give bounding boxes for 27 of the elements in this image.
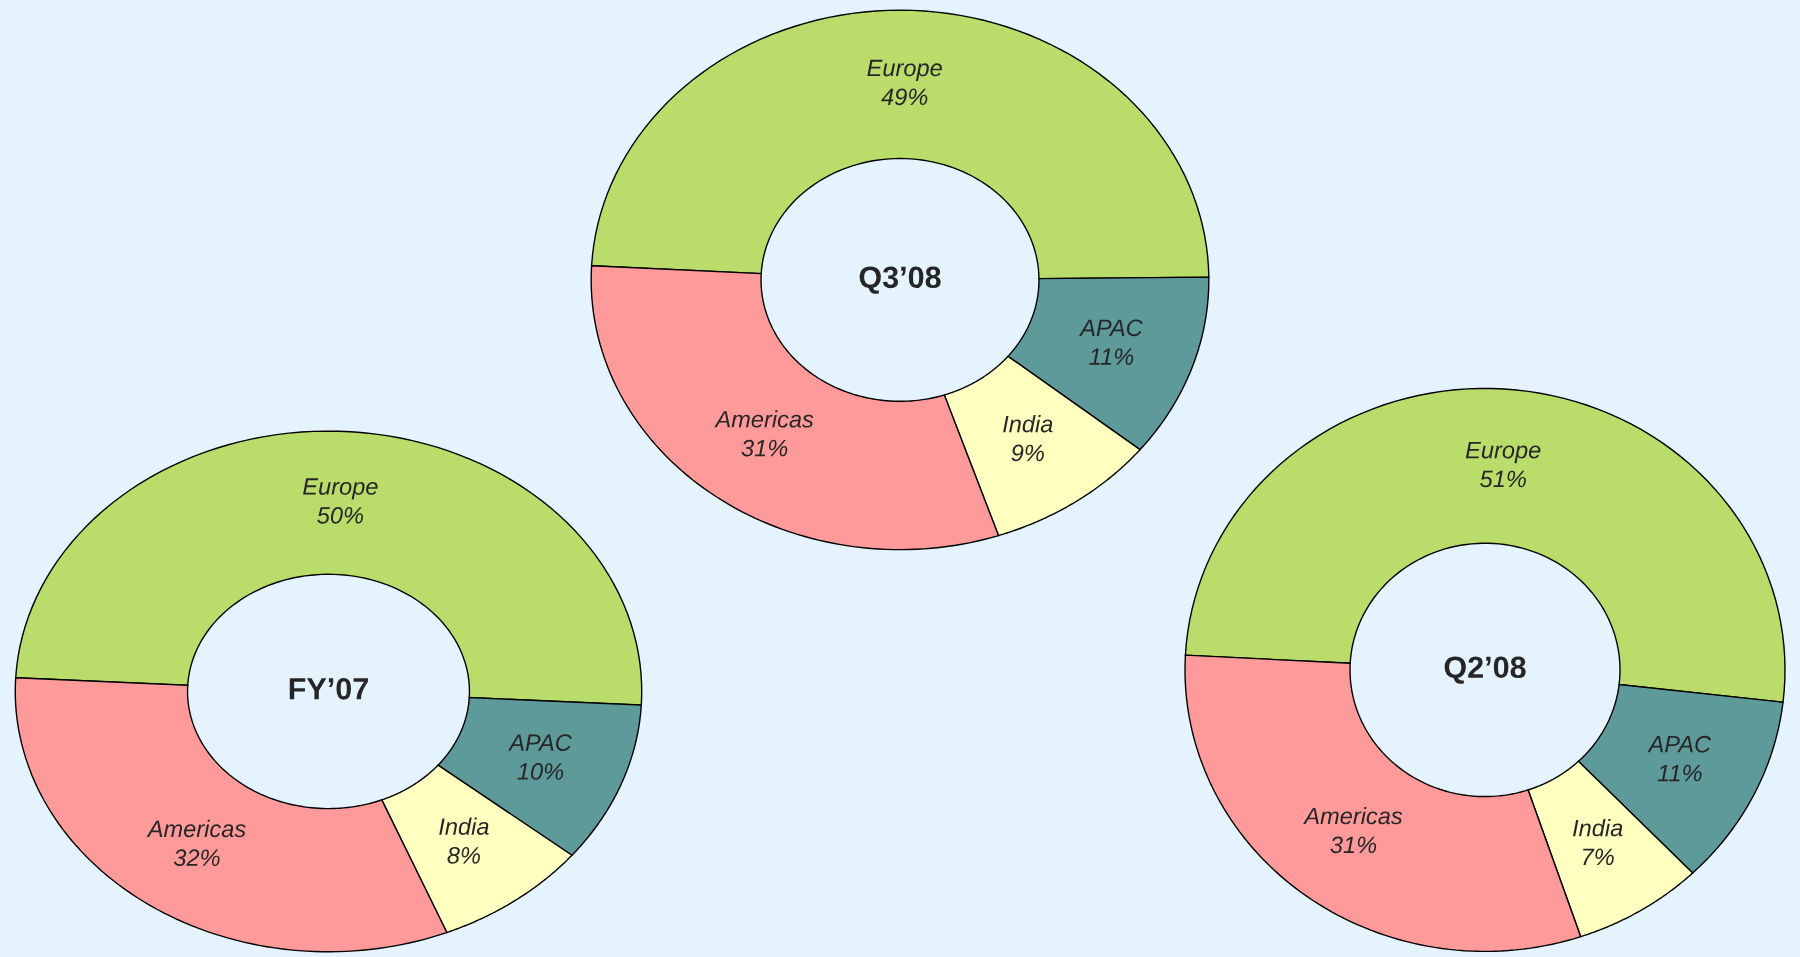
slice-label: Europe [303, 478, 378, 500]
slice-label: Americas [714, 410, 814, 428]
data-label: 50% [317, 506, 363, 524]
data-label: 9% [1011, 444, 1044, 462]
text: Q2’08 [1444, 656, 1526, 684]
data-label: 51% [1480, 470, 1526, 488]
slice-label: APAC [508, 734, 572, 751]
data-label: 31% [1330, 836, 1377, 854]
data-label: 49% [881, 88, 928, 106]
data-label: 8% [447, 847, 480, 864]
slice-label: Europe [867, 59, 942, 81]
text: Q3’08 [859, 266, 941, 294]
slice-label: APAC [1079, 319, 1143, 337]
text: FY’07 [289, 678, 368, 700]
slice-label: India [439, 817, 489, 835]
slice-label: Americas [146, 819, 246, 838]
slice-label: India [1003, 415, 1053, 433]
slice-label: Europe [1465, 441, 1541, 464]
data-label: 31% [741, 439, 788, 457]
slice-label: APAC [1647, 735, 1712, 753]
data-label: 32% [173, 849, 220, 867]
data-label: 10% [517, 763, 564, 780]
data-label: 11% [1657, 764, 1702, 782]
slice-label: India [1573, 819, 1623, 837]
data-label: 11% [1089, 348, 1134, 365]
slice-label: Americas [1303, 807, 1403, 825]
data-label: 7% [1583, 848, 1614, 866]
